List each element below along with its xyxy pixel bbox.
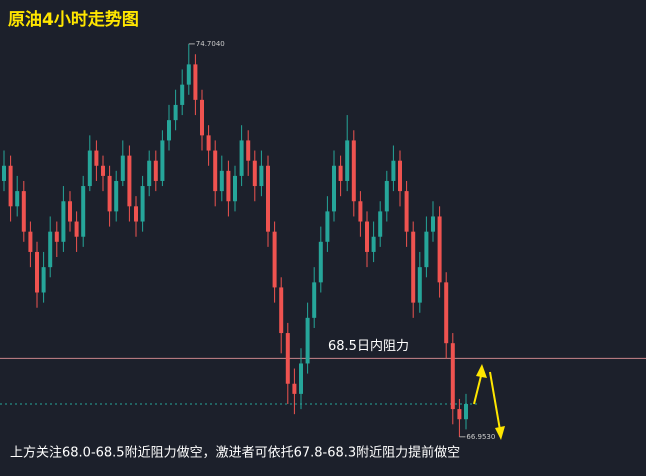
candle-body [206,135,211,151]
candle-body [61,201,66,242]
candle-body [417,267,422,303]
candle-body [180,84,185,105]
low-label: 66.9530 [466,433,495,441]
candle-body [365,221,369,252]
candle-body [127,155,132,207]
candle-body [21,191,26,232]
candle-body [411,231,416,303]
candle-body [464,404,468,420]
candle-body [332,165,336,212]
candle-body [444,282,449,344]
candle-body [94,150,99,166]
candle-body [285,333,290,384]
high-label: 74.7040 [196,40,225,48]
candle-body [8,165,13,207]
candle-body [35,251,39,293]
candle-body [81,186,86,237]
candle-body [371,236,376,252]
candle-body [312,282,317,318]
candle-body [114,180,119,212]
arrow-down [489,371,501,431]
candle-body [299,363,303,394]
candle-body [28,231,33,252]
candle-body [252,160,257,187]
candle-body [431,216,435,232]
candle-body [391,160,396,181]
candle-body [259,165,264,187]
arrow-head [495,426,505,440]
candle-body [167,120,171,141]
candle-body [226,170,231,202]
candle-body [457,409,462,420]
candle-body [74,221,79,237]
candle-body [120,155,125,181]
candle-body [2,165,6,181]
candle-body [358,201,363,222]
candle-body [233,175,237,202]
candle-body [134,206,138,222]
candle-body [186,64,191,85]
candle-body [424,231,429,268]
candle-body [140,186,145,222]
candle-body [107,175,112,212]
candle-body [279,287,284,334]
candle-body [246,140,251,161]
candle-body [153,160,158,181]
candle-body [48,231,53,268]
candle-body [193,64,198,100]
candle-body [450,343,455,410]
candle-body [351,140,356,202]
candle-body [318,241,323,283]
footnote: 上方关注68.0-68.5附近阻力做空，激进者可依托67.8-68.3附近阻力提… [10,445,460,461]
resistance-label: 68.5日内阻力 [328,338,409,354]
candle-body [378,211,383,237]
chart-title: 原油4小时走势图 [8,9,139,30]
candle-body [437,216,442,283]
candle-body [68,201,72,222]
candle-body [87,150,92,187]
candle-body [101,165,105,176]
candle-body [213,150,218,192]
candle-body [200,99,204,136]
candle-body [384,180,389,212]
candle-body [292,383,297,394]
arrow-up [473,371,483,405]
candle-body [219,170,224,192]
candle-body [272,231,277,288]
arrows [473,364,505,440]
candle-body [41,267,46,293]
candle-body [325,211,330,242]
candle-body [305,317,310,364]
candle-body [239,140,244,176]
candle-body [173,104,178,121]
candle-body [398,160,402,192]
candle-body [338,165,343,181]
arrow-head [476,364,487,378]
candle-body [54,231,59,242]
candle-body [404,191,409,232]
candle-body [15,191,20,207]
candle-body [345,140,350,181]
candle-body [266,165,270,232]
marks: 68.5日内阻力 74.7040 66.9530 [0,40,646,441]
candle-body [160,140,165,181]
candle-body [147,160,152,187]
